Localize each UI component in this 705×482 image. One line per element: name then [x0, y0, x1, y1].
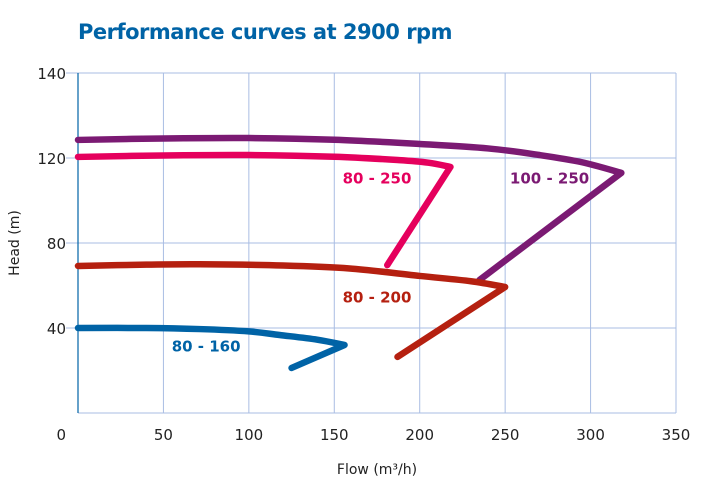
- x-tick-label: 50: [154, 426, 173, 444]
- series-line-80-160: [74, 324, 348, 372]
- x-tick-label: 350: [662, 426, 691, 444]
- origin-label: 0: [56, 426, 66, 444]
- x-tick-label: 250: [491, 426, 520, 444]
- x-tick-label: 150: [320, 426, 349, 444]
- grid: [66, 72, 677, 414]
- y-tick-label: 40: [47, 320, 66, 338]
- chart-title: Performance curves at 2900 rpm: [78, 20, 452, 44]
- y-axis-label: Head (m): [7, 210, 23, 276]
- y-tick-label: 140: [37, 65, 66, 83]
- series-label: 100 - 250: [510, 170, 589, 188]
- y-tick-label: 120: [37, 150, 66, 168]
- series-line-100-250: [74, 134, 625, 284]
- y-tick-label: 80: [47, 235, 66, 253]
- x-tick-label: 100: [235, 426, 264, 444]
- series-label: 80 - 200: [343, 289, 412, 307]
- series-label: 80 - 160: [172, 337, 241, 355]
- series-line-80-250: [74, 151, 454, 269]
- x-axis-label: Flow (m³/h): [337, 462, 417, 478]
- series-lines: [74, 134, 625, 372]
- series-line-80-200: [74, 260, 509, 361]
- x-tick-label: 300: [576, 426, 605, 444]
- x-tick-label: 200: [405, 426, 434, 444]
- series-label: 80 - 250: [343, 170, 412, 188]
- tick-labels: 50 100 150 200 250 300 350 40 80 120 140 0 100 - 250…: [37, 65, 690, 444]
